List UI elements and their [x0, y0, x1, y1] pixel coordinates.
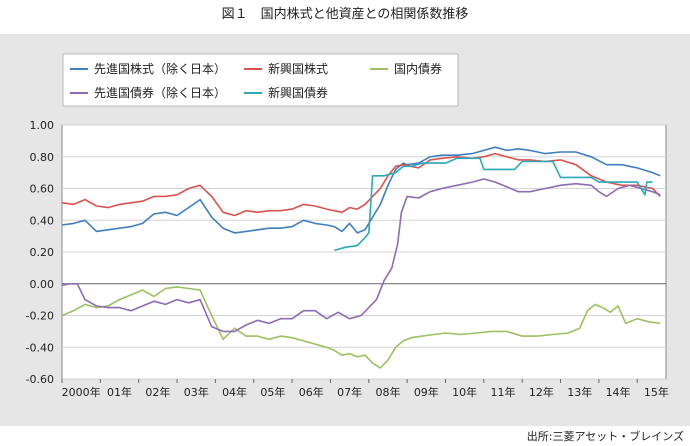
y-tick-label: -0.40 — [26, 341, 54, 354]
y-axis: 1.00 0.80 0.60 0.40 0.20 0.00 -0.20 -0.40 -0.60 — [26, 119, 54, 386]
x-tick-label: 09年 — [414, 385, 439, 399]
series-line — [61, 286, 661, 369]
x-axis: 2000年 01年 02年 03年 04年 05年 06年 07年 08年 09年 10年 11年 12… — [61, 379, 669, 399]
y-tick-label: 0.60 — [30, 183, 55, 196]
source-note: 出所:三菱アセット・ブレインズ — [526, 430, 684, 443]
series-line — [61, 178, 661, 333]
series-line — [334, 157, 653, 252]
x-tick-label: 02年 — [145, 385, 170, 399]
x-tick-label: 15年 — [644, 385, 669, 399]
legend-label: 先進国株式（除く日本） — [94, 61, 226, 76]
legend-label: 先進国債券（除く日本） — [94, 85, 226, 100]
x-tick-label: 12年 — [529, 385, 554, 399]
x-tick-label: 10年 — [452, 385, 477, 399]
x-tick-label: 07年 — [337, 385, 362, 399]
x-tick-label: 13年 — [567, 385, 592, 399]
series-line — [61, 146, 661, 234]
chart-title: 図１ 国内株式と他資産との相関係数推移 — [221, 7, 469, 22]
y-tick-label: 1.00 — [30, 119, 55, 132]
grid-lines — [62, 124, 666, 380]
y-tick-label: -0.20 — [26, 310, 54, 323]
legend-label: 新興国株式 — [268, 61, 328, 76]
y-tick-label: 0.20 — [30, 246, 55, 259]
y-tick-label: 0.00 — [30, 278, 55, 291]
x-tick-label: 03年 — [184, 385, 209, 399]
x-tick-label: 05年 — [260, 385, 285, 399]
legend-box — [62, 53, 459, 107]
y-tick-label: 0.40 — [30, 214, 55, 227]
x-tick-label: 04年 — [222, 385, 247, 399]
legend-label: 国内債券 — [394, 61, 442, 76]
x-tick-label: 01年 — [107, 385, 132, 399]
legend-label: 新興国債券 — [268, 85, 328, 100]
y-tick-label: -0.60 — [26, 373, 54, 386]
series-line — [61, 152, 661, 217]
series-lines — [61, 146, 661, 369]
x-tick-label: 08年 — [375, 385, 400, 399]
x-tick-label: 06年 — [299, 385, 324, 399]
x-tick-label: 14年 — [606, 385, 631, 399]
x-tick-label: 11年 — [491, 385, 516, 399]
y-tick-label: 0.80 — [30, 151, 55, 164]
x-tick-label: 2000年 — [62, 385, 101, 399]
